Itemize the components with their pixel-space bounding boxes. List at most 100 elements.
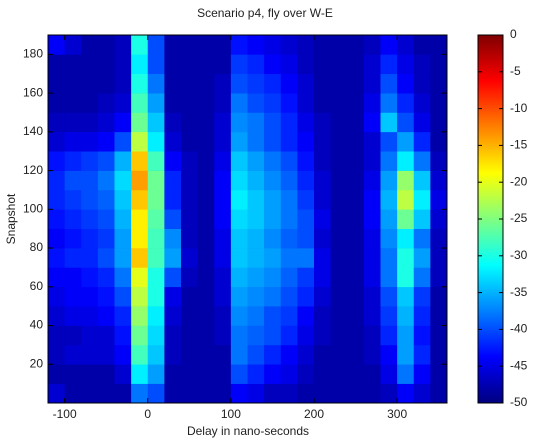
heatmap-cell bbox=[181, 170, 198, 191]
heatmap-cell bbox=[347, 151, 365, 171]
heatmap-cell bbox=[197, 364, 215, 384]
heatmap-cell bbox=[48, 286, 65, 307]
heatmap-cell bbox=[181, 73, 198, 94]
heatmap-cell bbox=[81, 209, 99, 229]
heatmap-cell bbox=[114, 131, 132, 152]
heatmap-cell bbox=[97, 112, 115, 133]
heatmap-cell bbox=[280, 170, 298, 191]
heatmap-cell bbox=[380, 364, 398, 384]
colorbar-tick-label: 0 bbox=[510, 27, 517, 41]
heatmap-cell bbox=[413, 151, 431, 171]
heatmap-cell bbox=[264, 325, 282, 346]
heatmap-cell bbox=[214, 131, 232, 152]
colorbar-tick-label: -5 bbox=[510, 64, 521, 78]
heatmap-cell bbox=[330, 189, 348, 210]
heatmap-cell bbox=[64, 248, 82, 268]
heatmap-cell bbox=[280, 189, 298, 210]
heatmap-cell bbox=[230, 248, 248, 268]
heatmap-cell bbox=[48, 364, 65, 384]
heatmap-cell bbox=[48, 54, 65, 75]
heatmap-cell bbox=[280, 344, 298, 365]
heatmap-cell bbox=[131, 228, 149, 249]
y-tick-label: 100 bbox=[23, 201, 43, 215]
heatmap-cell bbox=[131, 35, 149, 55]
heatmap-cell bbox=[197, 306, 215, 326]
heatmap-cell bbox=[247, 131, 265, 152]
heatmap-cell bbox=[247, 383, 265, 404]
heatmap-cell bbox=[64, 344, 82, 365]
heatmap-cell bbox=[147, 35, 165, 55]
heatmap-cell bbox=[48, 170, 65, 191]
heatmap-cell bbox=[197, 151, 215, 171]
heatmap-cell bbox=[81, 170, 99, 191]
heatmap-cell bbox=[164, 364, 182, 384]
heatmap-cell bbox=[380, 35, 398, 55]
heatmap-cell bbox=[264, 209, 282, 229]
heatmap-cell bbox=[230, 131, 248, 152]
heatmap-cell bbox=[247, 54, 265, 75]
heatmap-cell bbox=[114, 306, 132, 326]
heatmap-cell bbox=[197, 267, 215, 288]
heatmap-cell bbox=[247, 248, 265, 268]
heatmap-cell bbox=[164, 131, 182, 152]
heatmap-cell bbox=[181, 286, 198, 307]
heatmap-cell bbox=[147, 54, 165, 75]
heatmap-cell bbox=[363, 151, 381, 171]
heatmap-cell bbox=[363, 364, 381, 384]
heatmap-cell bbox=[380, 383, 398, 404]
heatmap-cell bbox=[64, 170, 82, 191]
heatmap-cell bbox=[430, 189, 448, 210]
heatmap-cell bbox=[147, 364, 165, 384]
heatmap-cell bbox=[81, 248, 99, 268]
heatmap-cell bbox=[363, 383, 381, 404]
heatmap-cell bbox=[397, 35, 415, 55]
heatmap-cell bbox=[397, 248, 415, 268]
heatmap-cell bbox=[230, 306, 248, 326]
heatmap-cell bbox=[181, 267, 198, 288]
heatmap-cell bbox=[197, 93, 215, 113]
heatmap-cell bbox=[363, 286, 381, 307]
heatmap-cell bbox=[264, 189, 282, 210]
heatmap-cell bbox=[131, 73, 149, 94]
heatmap-cell bbox=[347, 35, 365, 55]
heatmap-cell bbox=[230, 344, 248, 365]
heatmap-cell bbox=[430, 306, 448, 326]
heatmap-cell bbox=[64, 286, 82, 307]
heatmap-cell bbox=[363, 93, 381, 113]
heatmap-cell bbox=[97, 344, 115, 365]
heatmap-cell bbox=[81, 325, 99, 346]
y-tick-label: 40 bbox=[30, 318, 44, 332]
heatmap-cell bbox=[164, 73, 182, 94]
heatmap-cell bbox=[230, 286, 248, 307]
heatmap-cell bbox=[97, 383, 115, 404]
heatmap-cell bbox=[181, 151, 198, 171]
heatmap-cell bbox=[64, 189, 82, 210]
heatmap-cell bbox=[147, 209, 165, 229]
heatmap-cell bbox=[264, 35, 282, 55]
heatmap-cell bbox=[330, 93, 348, 113]
heatmap-cell bbox=[430, 112, 448, 133]
heatmap-cell bbox=[181, 93, 198, 113]
heatmap-cell bbox=[380, 286, 398, 307]
heatmap-cell bbox=[214, 73, 232, 94]
heatmap-cell bbox=[280, 112, 298, 133]
heatmap-cell bbox=[430, 93, 448, 113]
heatmap-cell bbox=[264, 364, 282, 384]
heatmap-cell bbox=[214, 267, 232, 288]
heatmap-cell bbox=[64, 151, 82, 171]
heatmap-cell bbox=[347, 344, 365, 365]
heatmap-cell bbox=[114, 267, 132, 288]
heatmap-cell bbox=[413, 54, 431, 75]
heatmap-cell bbox=[297, 286, 315, 307]
heatmap-cell bbox=[264, 248, 282, 268]
heatmap-cell bbox=[181, 112, 198, 133]
heatmap-cell bbox=[181, 248, 198, 268]
heatmap-cell bbox=[230, 93, 248, 113]
heatmap-cell bbox=[363, 131, 381, 152]
heatmap-cell bbox=[197, 344, 215, 365]
heatmap-cell bbox=[97, 267, 115, 288]
heatmap-cell bbox=[413, 364, 431, 384]
heatmap-cell bbox=[297, 209, 315, 229]
heatmap-cell bbox=[280, 286, 298, 307]
heatmap-cell bbox=[380, 344, 398, 365]
